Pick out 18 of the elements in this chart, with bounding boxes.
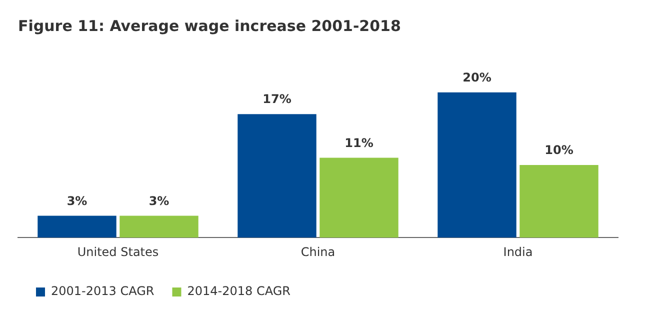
data-label: 20% <box>462 70 492 84</box>
bar <box>438 92 516 238</box>
x-tick-label: United States <box>77 244 159 259</box>
bar <box>238 114 316 238</box>
bar <box>120 216 198 238</box>
chart-title: Figure 11: Average wage increase 2001-2018 <box>18 16 401 35</box>
data-label: 17% <box>262 92 292 106</box>
bar <box>320 158 398 238</box>
legend-label: 2014-2018 CAGR <box>187 284 290 298</box>
bar <box>520 164 598 238</box>
x-tick-label: China <box>300 244 336 259</box>
x-tick-label: India <box>503 244 533 259</box>
data-label: 3% <box>66 194 88 208</box>
data-label: 11% <box>344 136 374 150</box>
data-label: 3% <box>148 194 170 208</box>
bar <box>38 216 116 238</box>
data-label: 10% <box>544 143 574 158</box>
legend-label: 2001-2013 CAGR <box>51 284 154 298</box>
